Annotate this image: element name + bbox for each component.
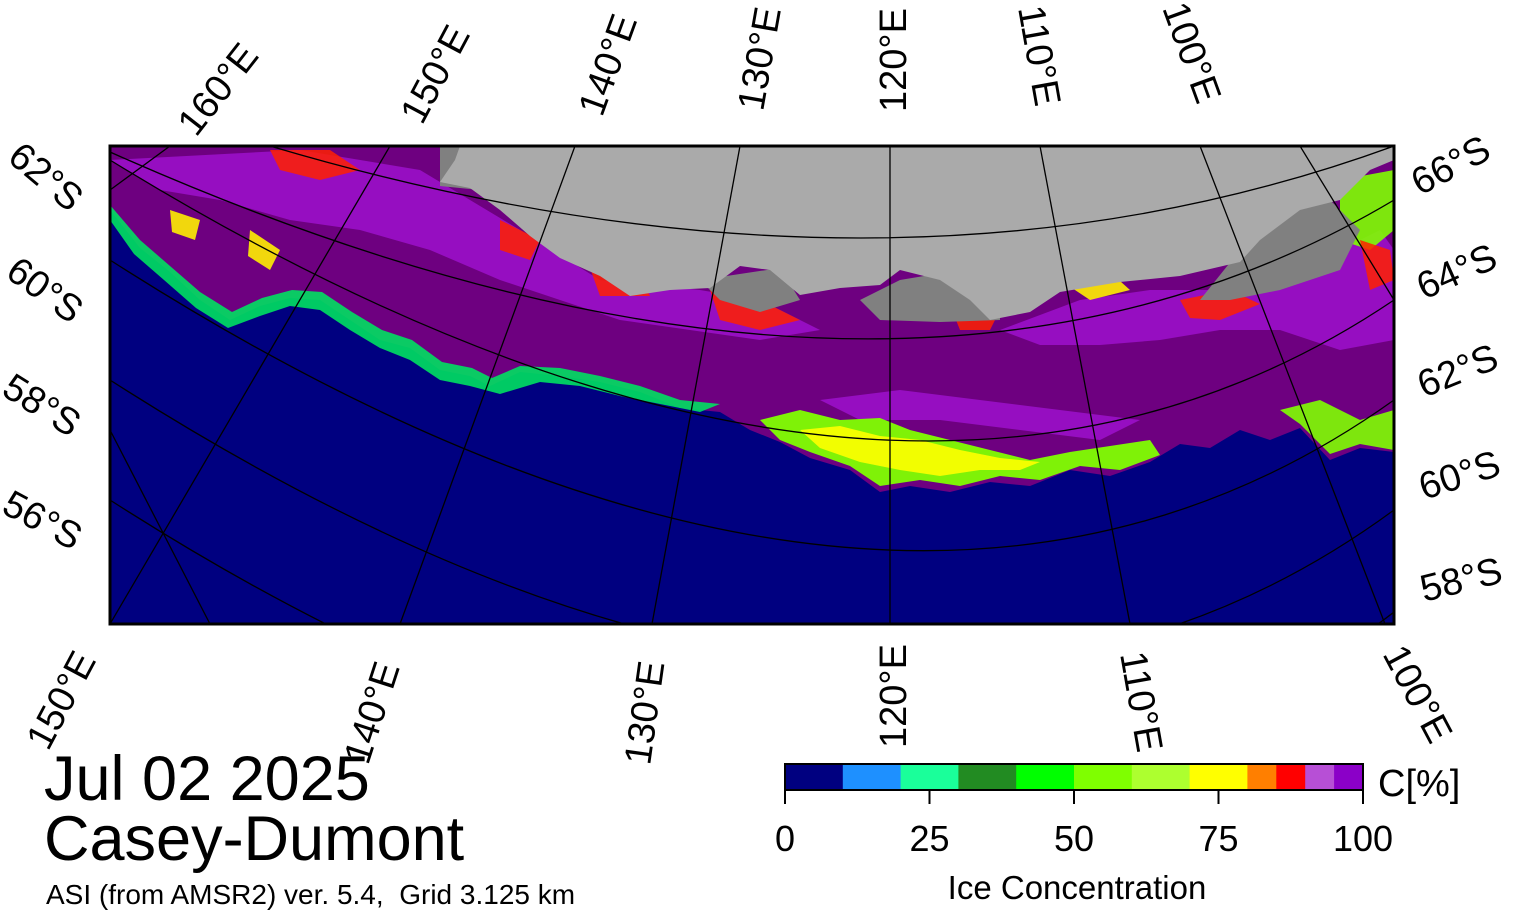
lon-label-bottom-150e: 150°E (19, 645, 105, 757)
lat-label-left-62s: 62°S (0, 135, 90, 220)
top-lon-labels: 160°E 150°E 140°E 130°E 120°E 110°E 100°… (170, 0, 1229, 144)
meridian-150e (110, 146, 391, 624)
colorbar: 0 25 50 75 100 C[%] Ice Concentration (775, 763, 1460, 906)
product-label: ASI (from AMSR2) ver. 5.4, Grid 3.125 km (46, 879, 576, 910)
lat-label-right-60s: 60°S (1414, 443, 1506, 509)
lon-label-top-130e: 130°E (731, 4, 790, 114)
lon-label-bottom-100e: 100°E (1374, 639, 1460, 751)
colorbar-bin-0 (785, 764, 844, 790)
ice-purple-patches (110, 150, 1394, 440)
lon-label-top-150e: 150°E (393, 19, 479, 131)
meridian-110e (1039, 146, 1131, 624)
colorbar-tick-label-0: 0 (775, 818, 795, 859)
colorbar-tick-label-1: 25 (909, 818, 949, 859)
colorbar-bin-11 (1334, 764, 1364, 790)
colorbar-ticks: 0 25 50 75 100 (775, 790, 1393, 859)
colorbar-bin-7 (1189, 764, 1248, 790)
colorbar-bin-4 (1016, 764, 1075, 790)
colorbar-unit: C[%] (1378, 763, 1460, 805)
lon-label-bottom-130e: 130°E (617, 658, 673, 767)
map-area (110, 146, 1394, 624)
meridian-140e (399, 146, 576, 624)
colorbar-bins (785, 764, 1364, 790)
meridian-160e (110, 146, 171, 191)
parallel-64s (110, 151, 1394, 340)
lat-label-right-62s: 62°S (1412, 336, 1505, 406)
lat-label-right-58s: 58°S (1416, 550, 1507, 611)
meridian-130e (651, 146, 741, 624)
left-lat-labels: 62°S 60°S 58°S 56°S (0, 135, 91, 559)
parallel-62s (110, 159, 1394, 442)
lat-label-left-58s: 58°S (0, 366, 88, 446)
lat-label-right-64s: 64°S (1411, 236, 1504, 308)
lon-label-top-160e: 160°E (170, 36, 267, 144)
ice-edge-east (1280, 170, 1394, 454)
lon-label-bottom-120e: 120°E (873, 644, 915, 748)
parallel-58s (110, 379, 1394, 624)
colorbar-title: Ice Concentration (948, 869, 1207, 906)
ice-shelf (440, 146, 1360, 322)
colorbar-bin-8 (1247, 764, 1277, 790)
lon-label-top-120e: 120°E (873, 8, 915, 112)
lat-label-right-66s: 66°S (1405, 128, 1498, 204)
colorbar-bin-2 (900, 764, 959, 790)
meridian-90e (1299, 146, 1394, 301)
colorbar-bin-3 (958, 764, 1017, 790)
region-label: Casey-Dumont (44, 804, 465, 874)
colorbar-bin-5 (1074, 764, 1133, 790)
graticule (110, 146, 1394, 624)
lon-label-top-100e: 100°E (1154, 0, 1229, 109)
colorbar-bin-6 (1131, 764, 1191, 790)
right-lat-labels: 66°S 64°S 62°S 60°S 58°S (1405, 128, 1507, 611)
colorbar-tick-label-2: 50 (1054, 818, 1094, 859)
colorbar-tick-label-3: 75 (1198, 818, 1238, 859)
antarctica-land (440, 146, 1394, 320)
parallel-60s (110, 259, 1394, 552)
lon-label-top-110e: 110°E (1009, 2, 1068, 109)
ice-edge-green (760, 410, 1160, 486)
lon-label-bottom-110e: 110°E (1111, 648, 1170, 755)
meridian-100e (1199, 146, 1386, 624)
colorbar-bin-10 (1305, 764, 1335, 790)
meridian-80e-w (110, 429, 211, 624)
lat-label-left-60s: 60°S (0, 249, 90, 332)
lat-label-left-56s: 56°S (0, 483, 89, 559)
lon-label-top-140e: 140°E (571, 9, 646, 121)
parallel-66s (269, 146, 1394, 239)
date-label: Jul 02 2025 (44, 744, 370, 814)
colorbar-bin-1 (842, 764, 902, 790)
colorbar-bin-9 (1276, 764, 1306, 790)
map-frame (108, 144, 1396, 626)
colorbar-tick-label-4: 100 (1333, 818, 1393, 859)
